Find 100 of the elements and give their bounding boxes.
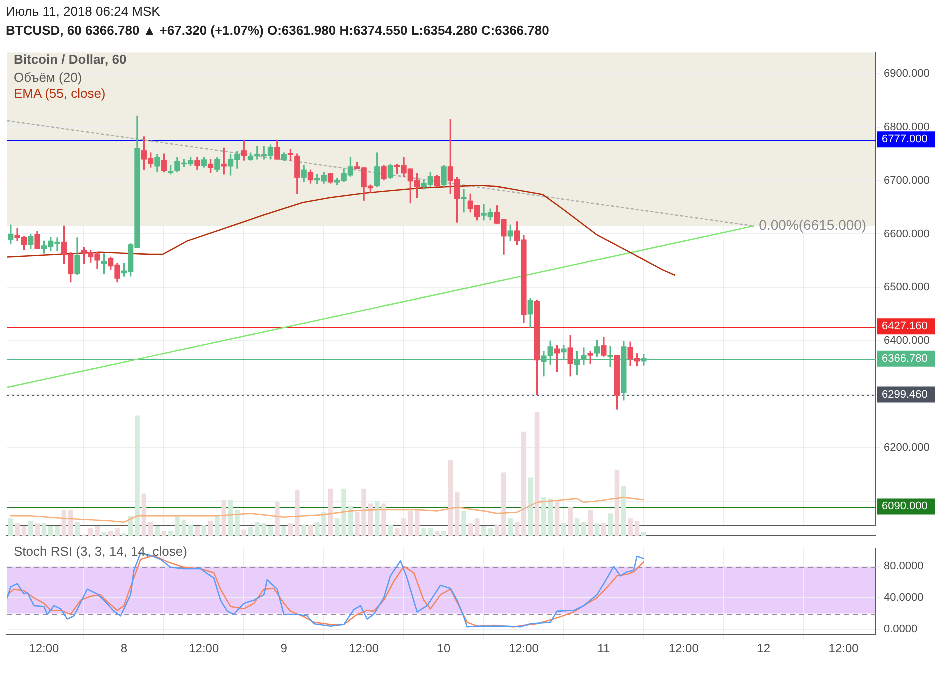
bar (622, 486, 626, 536)
bar (15, 524, 20, 536)
y-tick-label: 0.0000 (884, 624, 918, 636)
bar (594, 524, 600, 536)
bar (288, 524, 294, 536)
x-tick-label: 12:00 (29, 642, 60, 656)
bar (282, 526, 286, 536)
bar (68, 510, 74, 536)
y-tick-label: 6400.000 (884, 335, 930, 348)
bar (302, 524, 306, 536)
bar (474, 518, 480, 536)
bar (428, 528, 434, 536)
bar (454, 492, 460, 536)
bar (8, 518, 14, 536)
bar (148, 522, 154, 536)
bar (135, 416, 140, 536)
bar (434, 531, 440, 536)
y-tick-label: 6200.000 (884, 442, 930, 454)
bar (235, 510, 240, 536)
bar (614, 470, 620, 536)
bar (222, 500, 227, 536)
bar (155, 526, 160, 536)
bar (574, 518, 580, 536)
bar (22, 526, 27, 536)
text: EMA (55, close) (14, 86, 106, 101)
ref-line-label: 6427.160 (882, 320, 928, 333)
bar (202, 524, 207, 536)
x-tick-label: 12:00 (508, 642, 540, 656)
bar (95, 526, 100, 536)
x-tick-label: 12:00 (828, 642, 860, 656)
bar (588, 510, 593, 536)
y-tick-label: 6700.000 (884, 174, 930, 187)
bar (442, 531, 446, 536)
bar (508, 518, 514, 536)
ref-line-label: 6090.000 (882, 500, 928, 513)
bar (242, 530, 246, 536)
ref-line-label: 6299.460 (882, 388, 928, 401)
bar (522, 432, 526, 536)
bar (42, 524, 47, 536)
x-tick-label: 12:00 (349, 642, 380, 656)
y-tick-label: 40.0000 (884, 592, 924, 604)
x-tick-label: 12:00 (668, 642, 700, 656)
bar (28, 521, 34, 536)
bar (602, 524, 606, 536)
x-tick-label: 9 (280, 642, 288, 656)
ref-line-label: 6366.780 (882, 352, 928, 365)
bar (142, 494, 147, 536)
bar (308, 524, 314, 536)
bar (502, 472, 506, 536)
bar (195, 526, 200, 536)
bar (568, 507, 573, 536)
bar (534, 412, 540, 536)
x-tick-label: 11 (598, 642, 610, 656)
bar (641, 532, 646, 536)
bar (468, 524, 474, 536)
bar (514, 522, 520, 536)
bar (75, 522, 80, 536)
bar (108, 531, 114, 536)
bar (295, 490, 300, 536)
ref-line-label: 6777.000 (882, 134, 928, 146)
chart-title: Bitcoin / Dollar, 60 (14, 52, 127, 67)
bar (215, 516, 220, 536)
bar (562, 524, 566, 536)
bar (268, 526, 274, 536)
bar (162, 531, 167, 536)
y-tick-label: 6500.000 (884, 282, 930, 294)
bar (628, 518, 633, 536)
y-tick-label: 6800.000 (884, 121, 930, 134)
bar (115, 528, 120, 536)
x-tick-label: 12 (757, 642, 771, 656)
bar (528, 478, 534, 536)
text: Июль 11, 2018 06:24 MSK (6, 4, 160, 19)
bar (388, 524, 394, 536)
bar (582, 522, 586, 536)
bar (382, 504, 386, 536)
text: BTCUSD, 60 6366.780 ▲ +67.320 (+1.07%) O:6361.980 H:6374.550 L:6354.280 C:6366.780 (6, 23, 550, 38)
bar (554, 500, 560, 536)
bar (88, 528, 94, 536)
bar (275, 502, 280, 536)
y-tick-label: 80.0000 (884, 560, 924, 573)
bar (208, 521, 214, 536)
annotation: 0.00%(6615.000) (759, 217, 867, 234)
chart-title: Stoch RSI (3, 3, 14, 14, close) (14, 544, 188, 559)
bar (35, 524, 40, 536)
bar (228, 500, 234, 536)
x-tick-label: 8 (120, 642, 128, 656)
bar (608, 514, 613, 536)
bar (248, 527, 254, 536)
y-tick-label: 6600.000 (884, 228, 930, 240)
bar (374, 501, 380, 536)
bar (328, 488, 334, 536)
x-tick-label: 10 (437, 642, 451, 656)
bar (494, 524, 500, 536)
x-tick-label: 12:00 (189, 642, 220, 656)
bar (448, 460, 454, 536)
bar (408, 511, 414, 536)
bar (348, 506, 354, 536)
bar (168, 531, 174, 536)
bar (414, 510, 420, 536)
bar (422, 528, 426, 536)
